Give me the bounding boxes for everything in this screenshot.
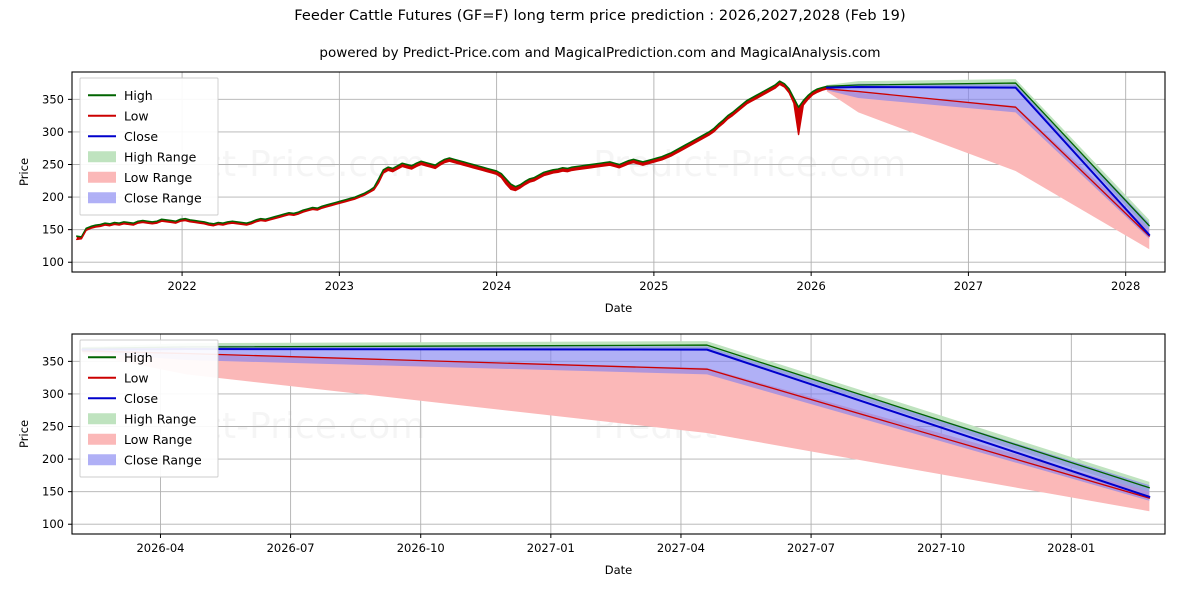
history-high-line xyxy=(75,80,828,238)
legend-item-label: Close xyxy=(124,129,158,144)
chart-panel-bottom: Predict-Price.comPredict-Price.com100150… xyxy=(17,333,1166,577)
forecast-low-line xyxy=(826,88,1150,237)
y-tick-label: 100 xyxy=(42,517,64,531)
y-axis-title: Price xyxy=(17,158,31,186)
x-tick-label: 2025 xyxy=(639,279,668,293)
legend-item-label: Low Range xyxy=(124,432,193,447)
x-tick-label: 2026-10 xyxy=(397,541,445,555)
legend-patch-swatch xyxy=(88,151,116,163)
legend-item-close-range[interactable]: Close Range xyxy=(88,190,202,205)
legend-item-label: High Range xyxy=(124,411,197,426)
legend-item-label: Low Range xyxy=(124,170,193,185)
x-axis-title: Date xyxy=(605,301,633,315)
low-range-band xyxy=(826,87,1150,250)
y-axis-title: Price xyxy=(17,420,31,448)
x-tick-label: 2024 xyxy=(482,279,511,293)
y-tick-label: 250 xyxy=(42,420,64,434)
page-title: Feeder Cattle Futures (GF=F) long term p… xyxy=(294,8,906,24)
legend-item-label: High xyxy=(124,88,153,103)
legend-item-label: Close xyxy=(124,391,158,406)
legend-item-label: Close Range xyxy=(124,190,202,205)
plot-border xyxy=(71,71,1166,273)
y-tick-label: 200 xyxy=(42,190,64,204)
plot-border xyxy=(71,333,1166,535)
x-tick-label: 2022 xyxy=(167,279,196,293)
legend-item-close-range[interactable]: Close Range xyxy=(88,452,202,467)
legend-patch-swatch xyxy=(88,192,116,204)
history-high-low-band xyxy=(76,81,827,240)
chart-panel-top: Predict-Price.comPredict-Price.com100150… xyxy=(17,71,1166,315)
forecast-high-line xyxy=(826,82,1150,227)
axis-group: 100 150 200 250 300 350 2022 2023 2024 2025 2026 20… xyxy=(17,92,1140,315)
low-range-band xyxy=(82,349,1150,512)
close-range-band xyxy=(826,83,1150,239)
y-tick-label: 250 xyxy=(42,158,64,172)
x-tick-label: 2027-01 xyxy=(527,541,575,555)
legend-item-label: Low xyxy=(124,108,149,123)
y-tick-label: 350 xyxy=(42,92,64,106)
x-tick-label: 2026-04 xyxy=(136,541,184,555)
legend-item-high-range[interactable]: High Range xyxy=(88,149,197,164)
x-tick-label: 2027-04 xyxy=(657,541,705,555)
y-tick-label: 300 xyxy=(42,387,64,401)
legend: High Low Close High Range Low Range Close Ran… xyxy=(79,77,219,216)
y-tick-label: 150 xyxy=(42,485,64,499)
legend-patch-swatch xyxy=(88,171,116,183)
high-range-band xyxy=(826,79,1150,231)
high-range-band xyxy=(82,341,1150,493)
x-tick-label: 2027-10 xyxy=(917,541,965,555)
x-tick-label: 2027-07 xyxy=(787,541,835,555)
legend-item-high[interactable]: High xyxy=(88,350,153,365)
forecast-close-line xyxy=(825,85,1151,236)
legend-item-label: Close Range xyxy=(124,452,202,467)
legend-item-low[interactable]: Low xyxy=(88,370,149,385)
y-tick-label: 300 xyxy=(42,125,64,139)
legend-item-label: High Range xyxy=(124,149,197,164)
y-tick-label: 150 xyxy=(42,223,64,237)
legend: High Low Close High Range Low Range Close Ran… xyxy=(79,339,219,478)
y-tick-label: 100 xyxy=(42,255,64,269)
legend-item-label: High xyxy=(124,350,153,365)
legend-item-low-range[interactable]: Low Range xyxy=(88,170,193,185)
x-tick-label: 2023 xyxy=(325,279,354,293)
legend-item-low-range[interactable]: Low Range xyxy=(88,432,193,447)
legend-patch-swatch xyxy=(88,433,116,445)
legend-item-close[interactable]: Close xyxy=(88,129,158,144)
x-tick-label: 2028-01 xyxy=(1047,541,1095,555)
grid-group xyxy=(72,72,1165,272)
x-tick-label: 2028 xyxy=(1111,279,1140,293)
x-tick-label: 2027 xyxy=(954,279,983,293)
y-tick-label: 350 xyxy=(42,354,64,368)
legend-item-low[interactable]: Low xyxy=(88,108,149,123)
legend-patch-swatch xyxy=(88,454,116,466)
legend-item-high-range[interactable]: High Range xyxy=(88,411,197,426)
legend-item-close[interactable]: Close xyxy=(88,391,158,406)
legend-item-high[interactable]: High xyxy=(88,88,153,103)
x-tick-label: 2026 xyxy=(797,279,826,293)
history-low-line xyxy=(76,83,828,241)
legend-item-label: Low xyxy=(124,370,149,385)
close-range-band xyxy=(82,345,1150,501)
axis-group: 100 150 200 250 300 350 2026-04 2026-07 2026-10 2… xyxy=(17,354,1095,577)
y-tick-label: 200 xyxy=(42,452,64,466)
x-tick-label: 2026-07 xyxy=(267,541,315,555)
page-subtitle: powered by Predict-Price.com and Magical… xyxy=(319,45,881,61)
x-axis-title: Date xyxy=(605,563,633,577)
legend-patch-swatch xyxy=(88,413,116,425)
